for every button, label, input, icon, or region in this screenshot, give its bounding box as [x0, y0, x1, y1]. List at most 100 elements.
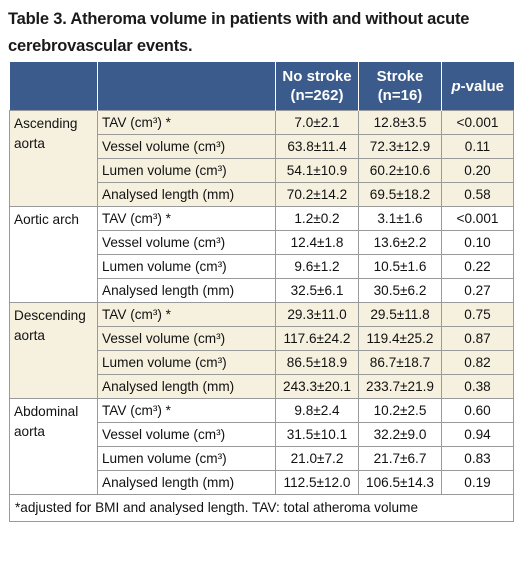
measure-cell: TAV (cm³) * — [97, 110, 276, 135]
header-no-stroke-label: No stroke — [282, 68, 352, 85]
table-header: No stroke (n=262) Stroke (n=16) p-value — [9, 62, 514, 111]
p-value: 0.22 — [441, 254, 514, 279]
header-row: No stroke (n=262) Stroke (n=16) p-value — [9, 62, 514, 111]
measure-cell: Lumen volume (cm³) — [97, 350, 276, 375]
group-label: Descending aorta — [9, 302, 98, 399]
no-stroke-value: 63.8±11.4 — [275, 134, 359, 159]
no-stroke-value: 9.8±2.4 — [275, 398, 359, 423]
header-stroke-n: (n=16) — [377, 87, 423, 104]
stroke-value: 13.6±2.2 — [358, 230, 442, 255]
table-caption: Table 3. Atheroma volume in patients wit… — [8, 10, 470, 55]
p-value: 0.11 — [441, 134, 514, 159]
header-blank-group — [9, 62, 98, 111]
no-stroke-value: 9.6±1.2 — [275, 254, 359, 279]
measure-cell: TAV (cm³) * — [97, 398, 276, 423]
no-stroke-value: 21.0±7.2 — [275, 446, 359, 471]
header-no-stroke: No stroke (n=262) — [275, 62, 359, 111]
stroke-value: 12.8±3.5 — [358, 110, 442, 135]
no-stroke-value: 243.3±20.1 — [275, 374, 359, 399]
measure-cell: Analysed length (mm) — [97, 470, 276, 495]
table-row: Vessel volume (cm³) 12.4±1.8 13.6±2.2 0.10 — [10, 230, 514, 255]
table-row: Analysed length (mm) 112.5±12.0 106.5±14.3… — [10, 470, 514, 495]
header-p-value: p-value — [441, 62, 514, 111]
p-value: 0.82 — [441, 350, 514, 375]
no-stroke-value: 54.1±10.9 — [275, 158, 359, 183]
table-row: Vessel volume (cm³) 117.6±24.2 119.4±25.2 0… — [10, 326, 514, 351]
measure-cell: TAV (cm³) * — [97, 206, 276, 231]
stroke-value: 10.5±1.6 — [358, 254, 442, 279]
header-p-rest: -value — [460, 77, 505, 95]
table-body: Ascending aorta TAV (cm³) * 7.0±2.1 12.8±3.… — [9, 110, 514, 495]
p-value: 0.27 — [441, 278, 514, 303]
stroke-value: 29.5±11.8 — [358, 302, 442, 327]
group-label: Abdominal aorta — [9, 398, 98, 495]
no-stroke-value: 32.5±6.1 — [275, 278, 359, 303]
atheroma-table: No stroke (n=262) Stroke (n=16) p-value … — [9, 62, 514, 522]
measure-cell: Vessel volume (cm³) — [97, 230, 276, 255]
stroke-value: 106.5±14.3 — [358, 470, 442, 495]
stroke-value: 32.2±9.0 — [358, 422, 442, 447]
header-stroke-label: Stroke — [376, 68, 424, 85]
stroke-value: 60.2±10.6 — [358, 158, 442, 183]
table-footer: *adjusted for BMI and analysed length. T… — [9, 494, 514, 522]
stroke-value: 119.4±25.2 — [358, 326, 442, 351]
measure-cell: Lumen volume (cm³) — [97, 158, 276, 183]
table-row: Descending aorta TAV (cm³) * 29.3±11.0 29.5… — [9, 302, 514, 399]
table-row: Vessel volume (cm³) 31.5±10.1 32.2±9.0 0.94 — [10, 422, 514, 447]
stroke-value: 10.2±2.5 — [358, 398, 442, 423]
p-value: 0.10 — [441, 230, 514, 255]
p-value: 0.83 — [441, 446, 514, 471]
no-stroke-value: 7.0±2.1 — [275, 110, 359, 135]
stroke-value: 3.1±1.6 — [358, 206, 442, 231]
measure-cell: Analysed length (mm) — [97, 182, 276, 207]
no-stroke-value: 70.2±14.2 — [275, 182, 359, 207]
measure-cell: Lumen volume (cm³) — [97, 254, 276, 279]
p-value: 0.38 — [441, 374, 514, 399]
p-value: 0.20 — [441, 158, 514, 183]
table-row: Ascending aorta TAV (cm³) * 7.0±2.1 12.8±3.… — [9, 110, 514, 207]
no-stroke-value: 1.2±0.2 — [275, 206, 359, 231]
p-value: 0.60 — [441, 398, 514, 423]
table-row: Analysed length (mm) 243.3±20.1 233.7±21.9… — [10, 374, 514, 399]
table-row: Lumen volume (cm³) 54.1±10.9 60.2±10.6 0.20 — [10, 158, 514, 183]
p-value: 0.58 — [441, 182, 514, 207]
measure-cell: Analysed length (mm) — [97, 374, 276, 399]
measure-cell: Vessel volume (cm³) — [97, 422, 276, 447]
measure-cell: TAV (cm³) * — [97, 302, 276, 327]
stroke-value: 233.7±21.9 — [358, 374, 442, 399]
p-value: <0.001 — [441, 110, 514, 135]
no-stroke-value: 31.5±10.1 — [275, 422, 359, 447]
p-value: <0.001 — [441, 206, 514, 231]
stroke-value: 21.7±6.7 — [358, 446, 442, 471]
table-row: Vessel volume (cm³) 63.8±11.4 72.3±12.9 0.1… — [10, 134, 514, 159]
measure-cell: Analysed length (mm) — [97, 278, 276, 303]
group-label: Ascending aorta — [9, 110, 98, 207]
p-value: 0.19 — [441, 470, 514, 495]
table-row: Analysed length (mm) 32.5±6.1 30.5±6.2 0.27 — [10, 278, 514, 303]
no-stroke-value: 12.4±1.8 — [275, 230, 359, 255]
header-p-italic: p — [451, 77, 461, 95]
table-row: Analysed length (mm) 70.2±14.2 69.5±18.2 0.… — [10, 182, 514, 207]
stroke-value: 69.5±18.2 — [358, 182, 442, 207]
table-row: Lumen volume (cm³) 86.5±18.9 86.7±18.7 0.82 — [10, 350, 514, 375]
group-label: Aortic arch — [9, 206, 98, 303]
stroke-value: 72.3±12.9 — [358, 134, 442, 159]
header-blank-measure — [97, 62, 276, 111]
footnote: *adjusted for BMI and analysed length. T… — [9, 494, 514, 522]
footnote-row: *adjusted for BMI and analysed length. T… — [9, 494, 514, 522]
table-row: Abdominal aorta TAV (cm³) * 9.8±2.4 10.2±2.… — [9, 398, 514, 495]
measure-cell: Vessel volume (cm³) — [97, 134, 276, 159]
header-no-stroke-n: (n=262) — [290, 87, 344, 104]
p-value: 0.75 — [441, 302, 514, 327]
p-value: 0.87 — [441, 326, 514, 351]
table-row: Aortic arch TAV (cm³) * 1.2±0.2 3.1±1.6 <0.0… — [9, 206, 514, 303]
measure-cell: Lumen volume (cm³) — [97, 446, 276, 471]
stroke-value: 30.5±6.2 — [358, 278, 442, 303]
stroke-value: 86.7±18.7 — [358, 350, 442, 375]
p-value: 0.94 — [441, 422, 514, 447]
no-stroke-value: 112.5±12.0 — [275, 470, 359, 495]
no-stroke-value: 29.3±11.0 — [275, 302, 359, 327]
no-stroke-value: 86.5±18.9 — [275, 350, 359, 375]
header-stroke: Stroke (n=16) — [358, 62, 442, 111]
no-stroke-value: 117.6±24.2 — [275, 326, 359, 351]
